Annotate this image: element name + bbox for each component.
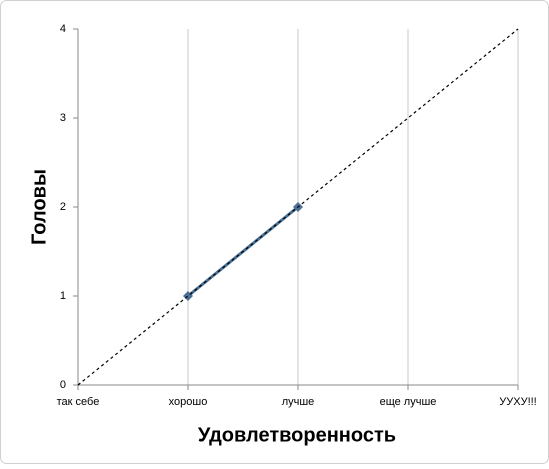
y-axis-title: Головы: [28, 169, 50, 245]
x-tick-label: лучше: [282, 396, 315, 408]
y-tick-label: 0: [60, 379, 66, 391]
y-tick-label: 3: [60, 112, 66, 124]
series-line: [77, 28, 519, 386]
x-axis-title: Удовлетворенность: [198, 424, 396, 446]
y-tick-label: 1: [60, 290, 66, 302]
x-tick-label: еще лучше: [380, 396, 437, 408]
y-tick-label: 2: [60, 201, 66, 213]
y-tick-label: 4: [60, 23, 66, 35]
x-tick-label: УУХУ!!!: [499, 396, 536, 408]
x-tick-label: хорошо: [169, 396, 208, 408]
x-tick-label: так себе: [57, 396, 100, 408]
